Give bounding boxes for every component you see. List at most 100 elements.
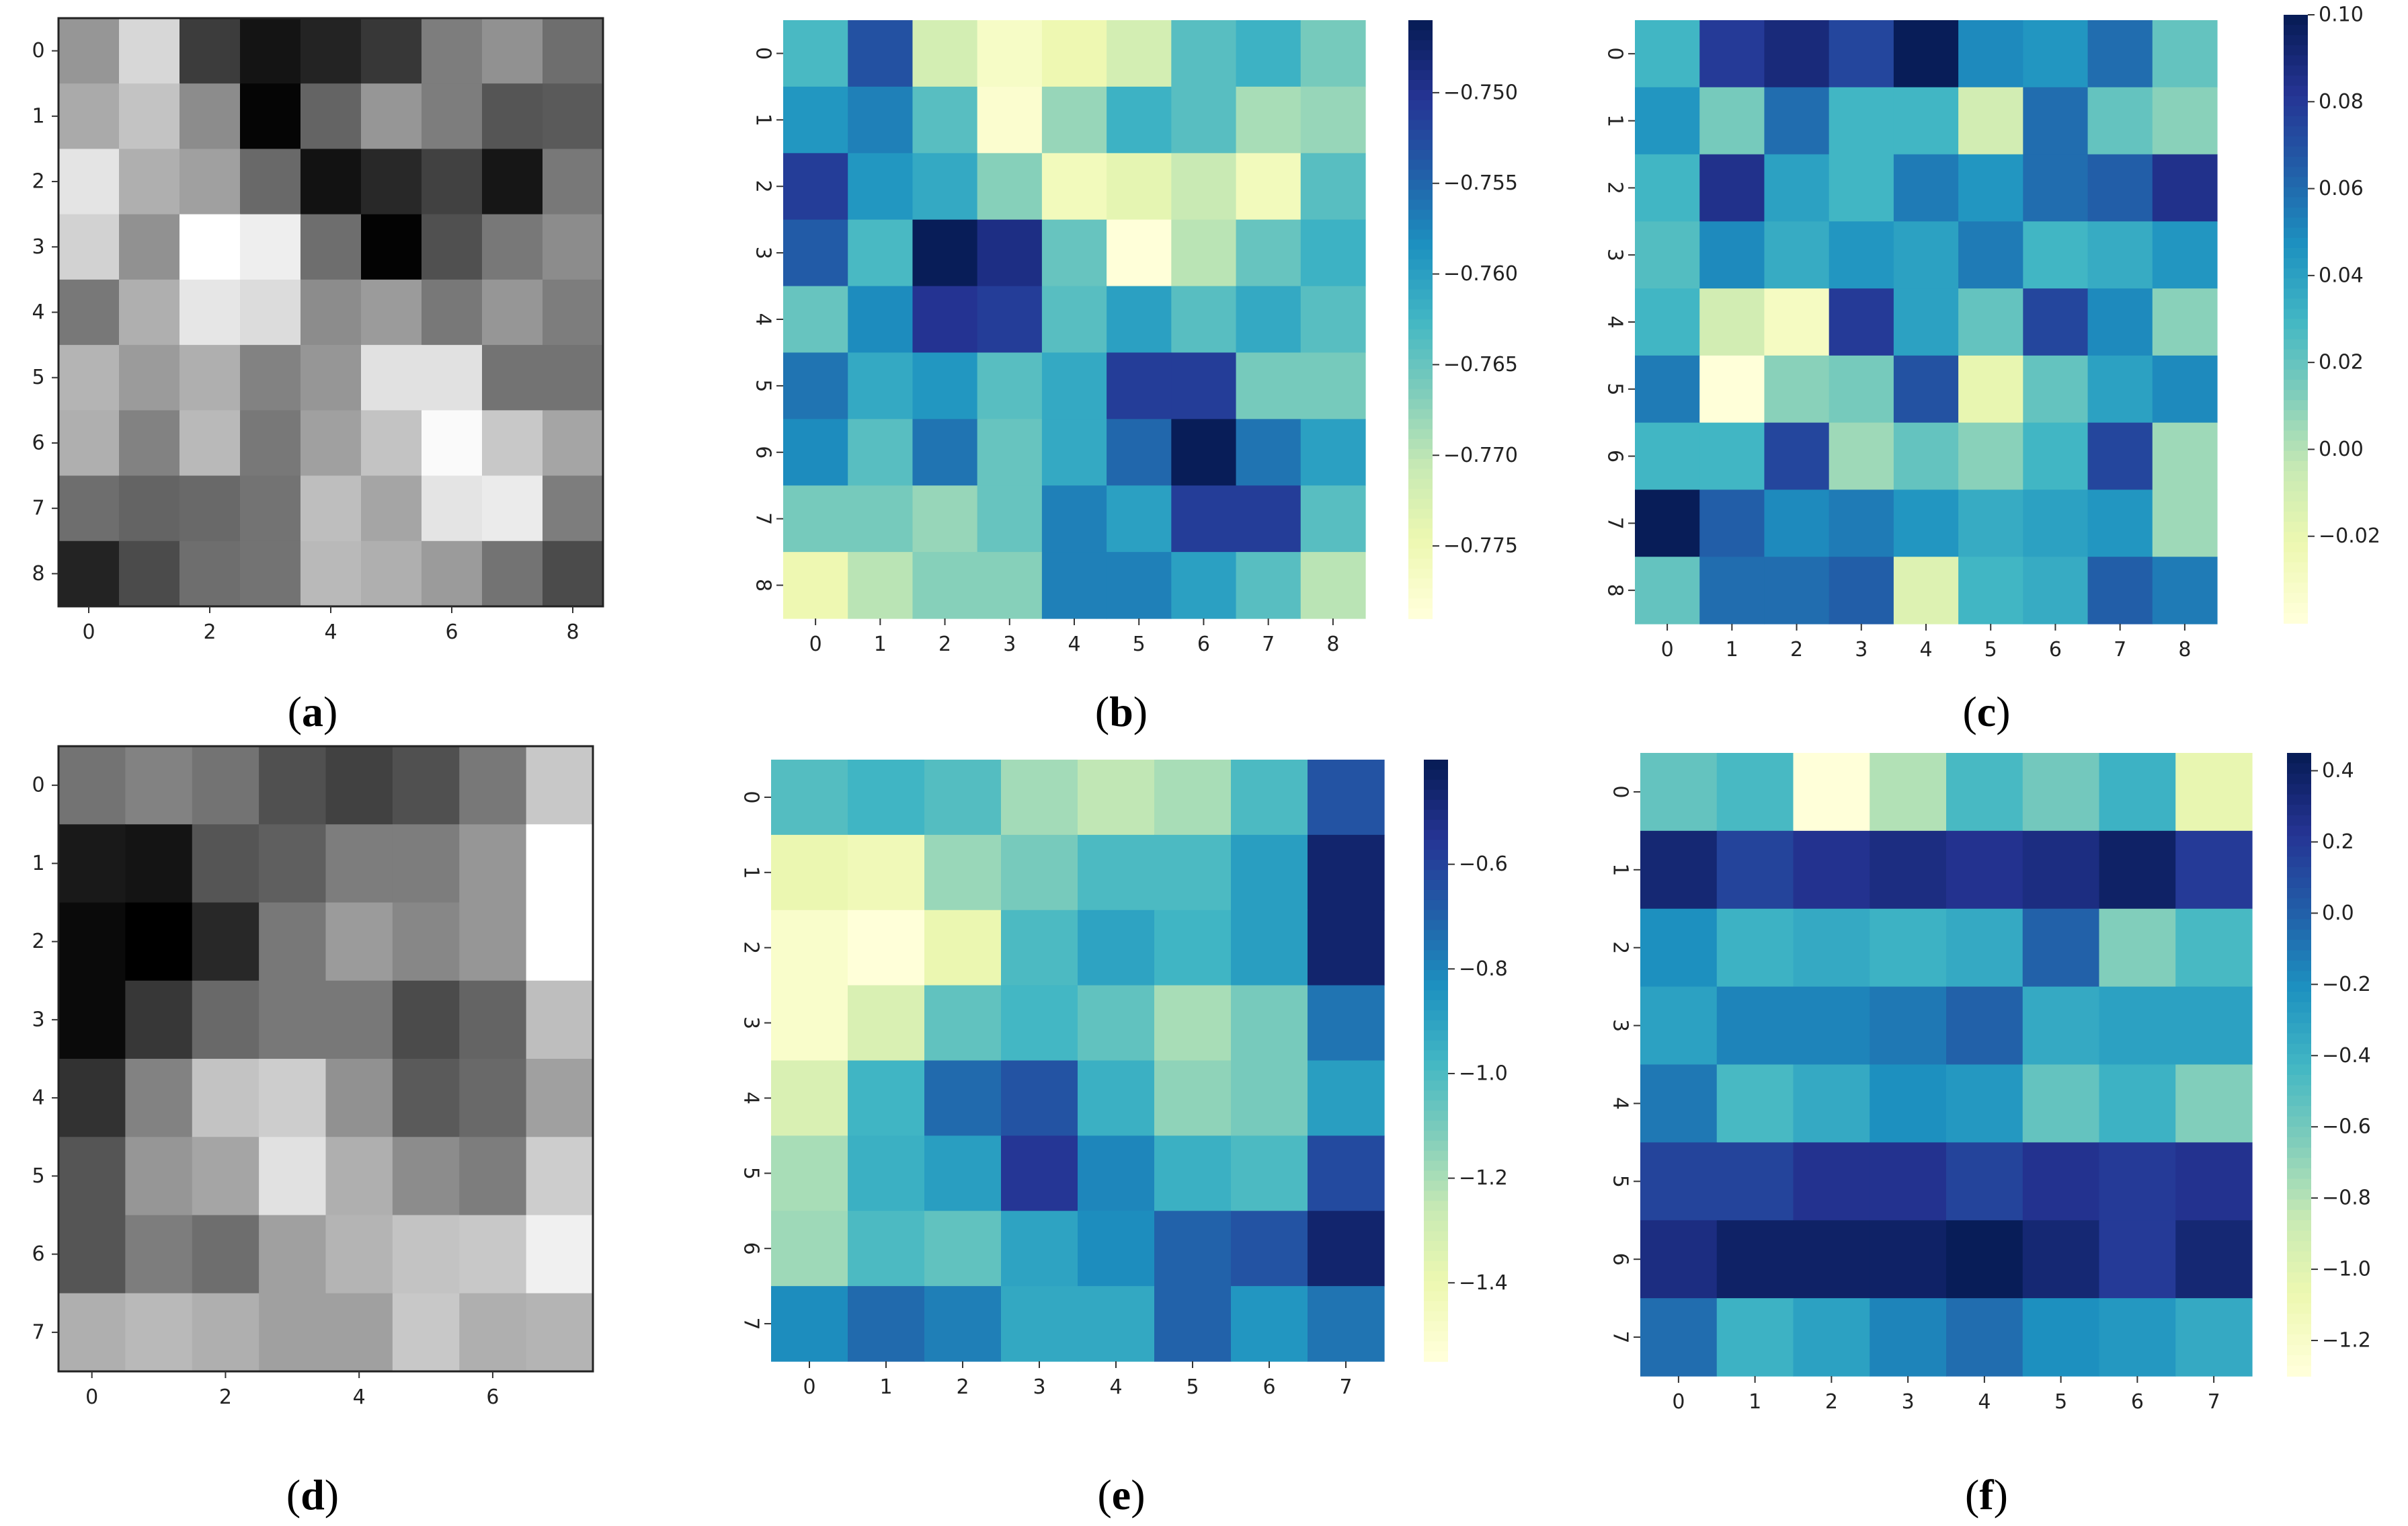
- colorbar-segment: [2284, 147, 2308, 157]
- colorbar-segment: [2284, 126, 2308, 137]
- heatmap-cell: [543, 83, 604, 150]
- colorbar-segment: [1424, 1000, 1448, 1011]
- colorbar-segment: [1424, 1191, 1448, 1202]
- colorbar-segment: [2287, 961, 2311, 972]
- heatmap-cell: [1870, 753, 1947, 832]
- heatmap-cell: [1001, 1135, 1078, 1211]
- colorbar-segment: [2287, 919, 2311, 930]
- heatmap-panel-e: 0 1 2 3 4 5 6 7 0 1 2 3 4 5 6 7 −0.6 −0.8 −1.0 −1.2 −1.4 (e): [739, 760, 1508, 1519]
- heatmap-cell: [783, 86, 848, 154]
- heatmap-cell: [300, 18, 362, 84]
- colorbar-segment: [2284, 339, 2308, 350]
- colorbar-segment: [2284, 75, 2308, 87]
- y-tick-label: 2: [1603, 182, 1627, 194]
- colorbar-segment: [1424, 1060, 1448, 1072]
- heatmap-cell: [1946, 986, 2023, 1066]
- heatmap-cell: [1640, 830, 1718, 910]
- heatmap-cell: [848, 1060, 925, 1136]
- caption-open: (: [1962, 688, 1976, 735]
- heatmap-cell: [1640, 1064, 1718, 1143]
- colorbar-segment: [2287, 1148, 2311, 1159]
- heatmap-cell: [783, 286, 848, 354]
- heatmap-cell: [924, 1211, 1002, 1287]
- colorbar-segment: [2287, 898, 2311, 910]
- colorbar-segment: [1408, 458, 1433, 470]
- heatmap-cell: [119, 540, 180, 607]
- heatmap-cell: [1231, 1135, 1308, 1211]
- heatmap-cell: [1793, 908, 1870, 988]
- heatmap-cell: [1001, 1060, 1078, 1136]
- heatmap-cell: [1078, 1211, 1155, 1287]
- colorbar-segment: [2287, 1324, 2311, 1335]
- heatmap-cell: [1041, 485, 1107, 553]
- colorbar-tick-label: −0.760: [1443, 262, 1518, 286]
- heatmap-cell: [179, 149, 241, 215]
- heatmap-cell: [2099, 1142, 2176, 1221]
- heatmap-cell: [771, 985, 848, 1061]
- heatmap-cell: [771, 760, 848, 836]
- colorbar-segment: [1424, 970, 1448, 981]
- colorbar-segment: [1424, 1321, 1448, 1332]
- x-tick-label: 2: [1825, 1390, 1838, 1414]
- heatmap-cell: [1171, 286, 1237, 354]
- colorbar-segment: [1424, 1291, 1448, 1302]
- heatmap-cell: [325, 824, 393, 903]
- colorbar-segment: [1408, 329, 1433, 340]
- y-tick-label: 0: [32, 39, 44, 63]
- colorbar-segment: [1424, 799, 1448, 811]
- heatmap-cell: [848, 1286, 925, 1362]
- heatmap-cell: [771, 1135, 848, 1211]
- y-tick-label: 2: [32, 930, 44, 953]
- heatmap-cell: [924, 760, 1002, 836]
- heatmap-cell: [1300, 153, 1366, 220]
- heatmap-cell: [848, 20, 914, 87]
- colorbar-segment: [1408, 419, 1433, 430]
- heatmap-cell: [848, 86, 914, 154]
- heatmap-cell: [300, 214, 362, 280]
- heatmap-cell: [482, 279, 543, 346]
- colorbar-segment: [2287, 1178, 2311, 1190]
- heatmap-cell: [119, 475, 180, 542]
- y-tick-label: 5: [752, 379, 775, 392]
- panel-caption: (e): [1097, 1471, 1145, 1519]
- heatmap-cell: [2087, 20, 2153, 88]
- heatmap-cell: [1001, 760, 1078, 836]
- heatmap-cell: [1308, 760, 1385, 836]
- heatmap-cell: [1107, 286, 1172, 354]
- heatmap-cell: [422, 540, 483, 607]
- x-tick-label: 1: [1726, 638, 1738, 661]
- heatmap-cell: [1236, 485, 1301, 553]
- heatmap-cell: [1041, 286, 1107, 354]
- heatmap-cell: [1764, 87, 1830, 155]
- heatmap-cell: [392, 1293, 460, 1372]
- colorbar-segment: [1408, 279, 1433, 290]
- heatmap-cell: [2099, 986, 2176, 1066]
- colorbar-segment: [1424, 1160, 1448, 1172]
- colorbar-segment: [1424, 920, 1448, 931]
- heatmap-cell: [1893, 355, 1959, 424]
- x-tick-label: 7: [1262, 633, 1275, 656]
- heatmap-cell: [1154, 834, 1232, 911]
- x-tick-label: 0: [809, 633, 822, 656]
- colorbar-segment: [1424, 1331, 1448, 1342]
- colorbar-segment: [1408, 30, 1433, 41]
- heatmap-cell: [259, 1215, 327, 1294]
- heatmap-cell: [1829, 87, 1894, 155]
- colorbar-tick-label: −1.2: [1459, 1166, 1508, 1190]
- heatmap-cell: [1946, 908, 2023, 988]
- colorbar-segment: [1424, 819, 1448, 831]
- heatmap-cell: [848, 760, 925, 836]
- y-tick-label: 1: [32, 104, 44, 128]
- y-tick-label: 8: [32, 562, 44, 586]
- heatmap-cell: [259, 746, 327, 825]
- heatmap-cell: [1793, 1142, 1870, 1221]
- heatmap-cell: [58, 279, 120, 346]
- heatmap-cell: [1154, 985, 1232, 1061]
- heatmap-cell: [459, 1293, 527, 1372]
- x-tick-label: 4: [324, 620, 337, 644]
- heatmap-cell: [771, 1060, 848, 1136]
- colorbar-segment: [2287, 929, 2311, 940]
- colorbar-segment: [2287, 1137, 2311, 1148]
- heatmap-cell: [125, 902, 193, 981]
